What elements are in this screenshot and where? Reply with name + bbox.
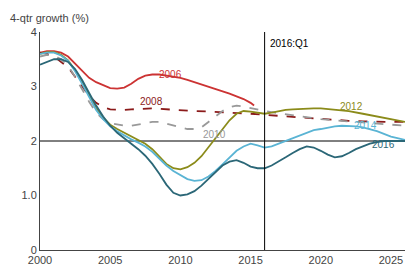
svg-text:2014: 2014: [354, 120, 377, 131]
svg-text:2006: 2006: [159, 69, 182, 80]
svg-text:2016: 2016: [372, 139, 395, 150]
svg-text:2025: 2025: [379, 254, 403, 266]
svg-text:4-qtr growth (%): 4-qtr growth (%): [10, 12, 89, 24]
svg-text:3: 3: [31, 80, 37, 92]
svg-text:2010: 2010: [203, 129, 226, 140]
svg-text:2020: 2020: [309, 254, 333, 266]
svg-text:2015: 2015: [238, 254, 262, 266]
svg-text:0: 0: [31, 244, 37, 256]
svg-text:2008: 2008: [140, 96, 163, 107]
svg-text:2010: 2010: [168, 254, 192, 266]
svg-text:2: 2: [31, 135, 37, 147]
svg-text:2016:Q1: 2016:Q1: [270, 38, 309, 49]
svg-text:2000: 2000: [28, 254, 52, 266]
svg-text:2005: 2005: [98, 254, 122, 266]
svg-text:2012: 2012: [340, 101, 363, 112]
svg-text:1.0: 1.0: [22, 189, 37, 201]
svg-text:4: 4: [31, 26, 37, 38]
